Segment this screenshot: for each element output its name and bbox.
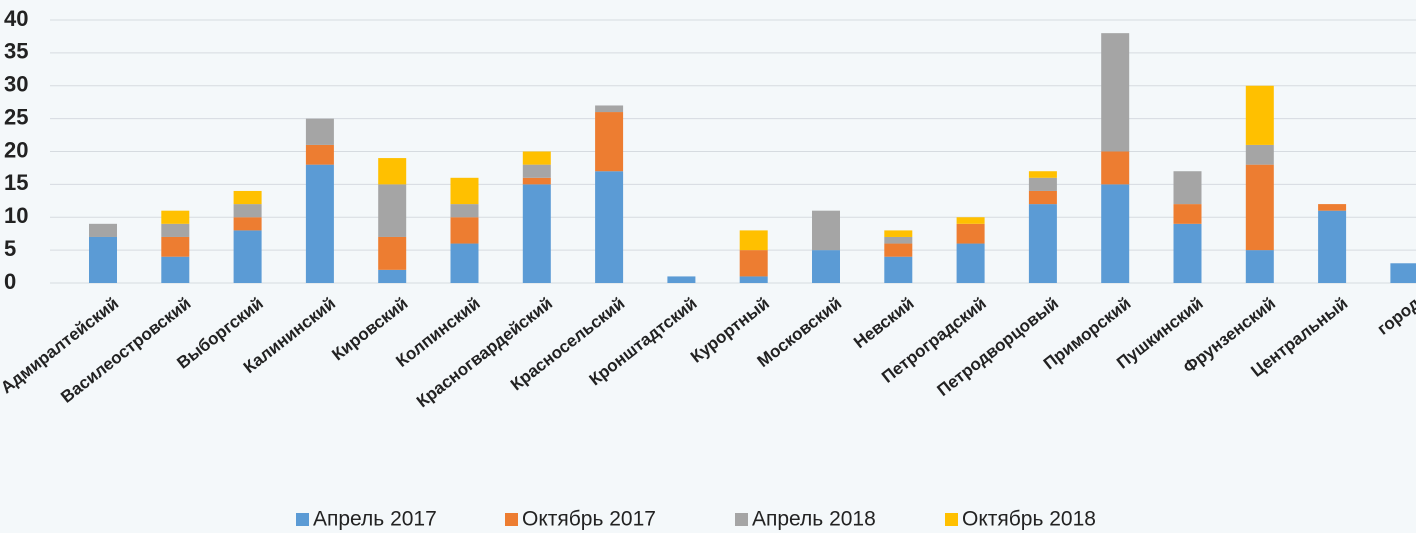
bar-segment: [957, 224, 985, 244]
bar-segment: [378, 158, 406, 184]
legend-label: Апрель 2018: [752, 508, 876, 531]
bar-segment: [884, 230, 912, 237]
bar-segment: [234, 191, 262, 204]
legend-label: Октябрь 2018: [962, 508, 1096, 531]
bar-segment: [1246, 145, 1274, 165]
bar-segment: [595, 112, 623, 171]
chart: 0 5 10 15 20 25 30 35 40 АдмиралтейскийВасилеостр…: [0, 0, 1416, 533]
y-tick-label: 40: [4, 6, 28, 31]
y-tick-label: 30: [4, 72, 28, 97]
legend-swatch: [505, 513, 518, 526]
bar-segment: [306, 165, 334, 283]
bar-segment: [234, 204, 262, 217]
bar-segment: [161, 237, 189, 257]
bar-segment: [1174, 204, 1202, 224]
bar-segment: [957, 217, 985, 224]
bar-segment: [1318, 211, 1346, 283]
x-tick-label: Красногвардейский: [413, 294, 556, 412]
bar-segment: [595, 105, 623, 112]
x-tick-label: Невский: [850, 294, 917, 352]
x-tick-label: город: [1374, 294, 1416, 339]
bar-segment: [1029, 171, 1057, 178]
bar-segment: [451, 217, 479, 243]
bar-segment: [89, 237, 117, 283]
legend-label: Апрель 2017: [313, 508, 437, 531]
y-tick-label: 20: [4, 137, 28, 162]
bar-segment: [667, 276, 695, 283]
bar-segment: [451, 178, 479, 204]
y-tick-label: 25: [4, 104, 28, 129]
bar-segment: [234, 217, 262, 230]
bar-segment: [451, 244, 479, 283]
bar-segment: [1101, 152, 1129, 185]
bar-segment: [1318, 204, 1346, 211]
bar-segment: [1101, 33, 1129, 151]
bar-segment: [1101, 184, 1129, 283]
bar-segment: [740, 230, 768, 250]
bar-segment: [1174, 171, 1202, 204]
bar-segment: [1246, 250, 1274, 283]
bar-segment: [1246, 165, 1274, 250]
bar-segment: [1029, 191, 1057, 204]
bar-segment: [1029, 204, 1057, 283]
bar-segment: [523, 165, 551, 178]
x-tick-label: Адмиралтейский: [0, 294, 122, 398]
bar-segment: [523, 178, 551, 185]
bar-segment: [306, 145, 334, 165]
x-tick-label: Василеостровский: [57, 294, 194, 407]
legend-swatch: [735, 513, 748, 526]
bar-segment: [234, 230, 262, 283]
bar-segment: [812, 250, 840, 283]
bar-segment: [523, 184, 551, 283]
y-tick-label: 35: [4, 39, 28, 64]
x-tick-label: Петродворцовый: [934, 294, 1063, 400]
y-tick-label: 5: [4, 236, 16, 261]
bar-segment: [451, 204, 479, 217]
bar-segment: [595, 171, 623, 283]
bar-segment: [161, 211, 189, 224]
y-tick-label: 10: [4, 203, 28, 228]
legend-swatch: [945, 513, 958, 526]
bar-segment: [812, 211, 840, 250]
bar-segment: [740, 276, 768, 283]
bar-segment: [884, 244, 912, 257]
bar-segment: [1246, 86, 1274, 145]
legend-label: Октябрь 2017: [522, 508, 656, 531]
bar-segment: [523, 152, 551, 165]
bar-segment: [1029, 178, 1057, 191]
bar-segment: [1174, 224, 1202, 283]
bar-segment: [884, 257, 912, 283]
bar-segment: [306, 119, 334, 145]
legend-swatch: [296, 513, 309, 526]
bar-segment: [161, 257, 189, 283]
bar-segment: [884, 237, 912, 244]
bar-segment: [89, 224, 117, 237]
bar-segment: [378, 270, 406, 283]
bar-segment: [378, 237, 406, 270]
y-tick-label: 0: [4, 269, 16, 294]
bar-segment: [161, 224, 189, 237]
bar-segment: [378, 184, 406, 237]
bar-segment: [740, 250, 768, 276]
bar-segment: [957, 244, 985, 283]
y-tick-label: 15: [4, 170, 28, 195]
bar-segment: [1390, 263, 1416, 283]
